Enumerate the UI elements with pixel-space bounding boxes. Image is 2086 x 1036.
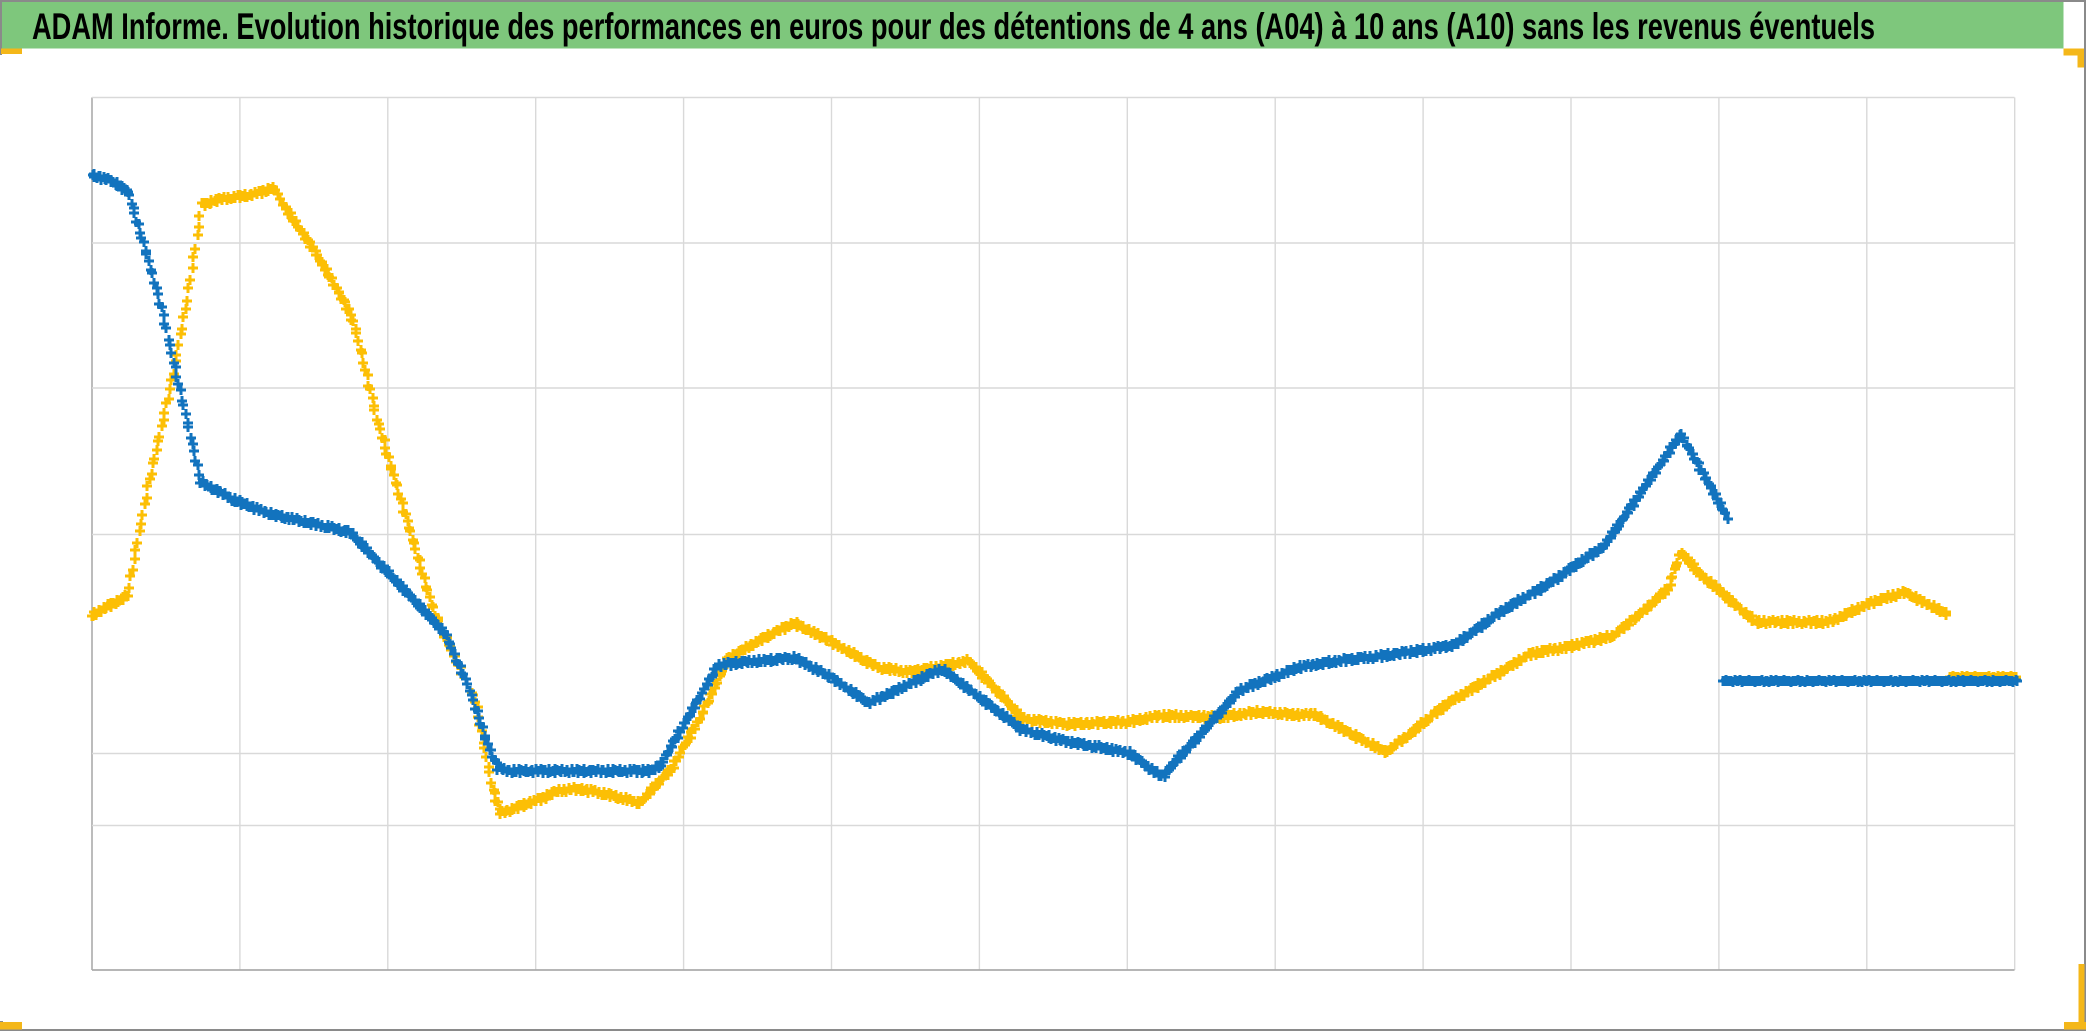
svg-text:ADAM Informe. Evolution histor: ADAM Informe. Evolution historique des p… (32, 6, 1875, 47)
